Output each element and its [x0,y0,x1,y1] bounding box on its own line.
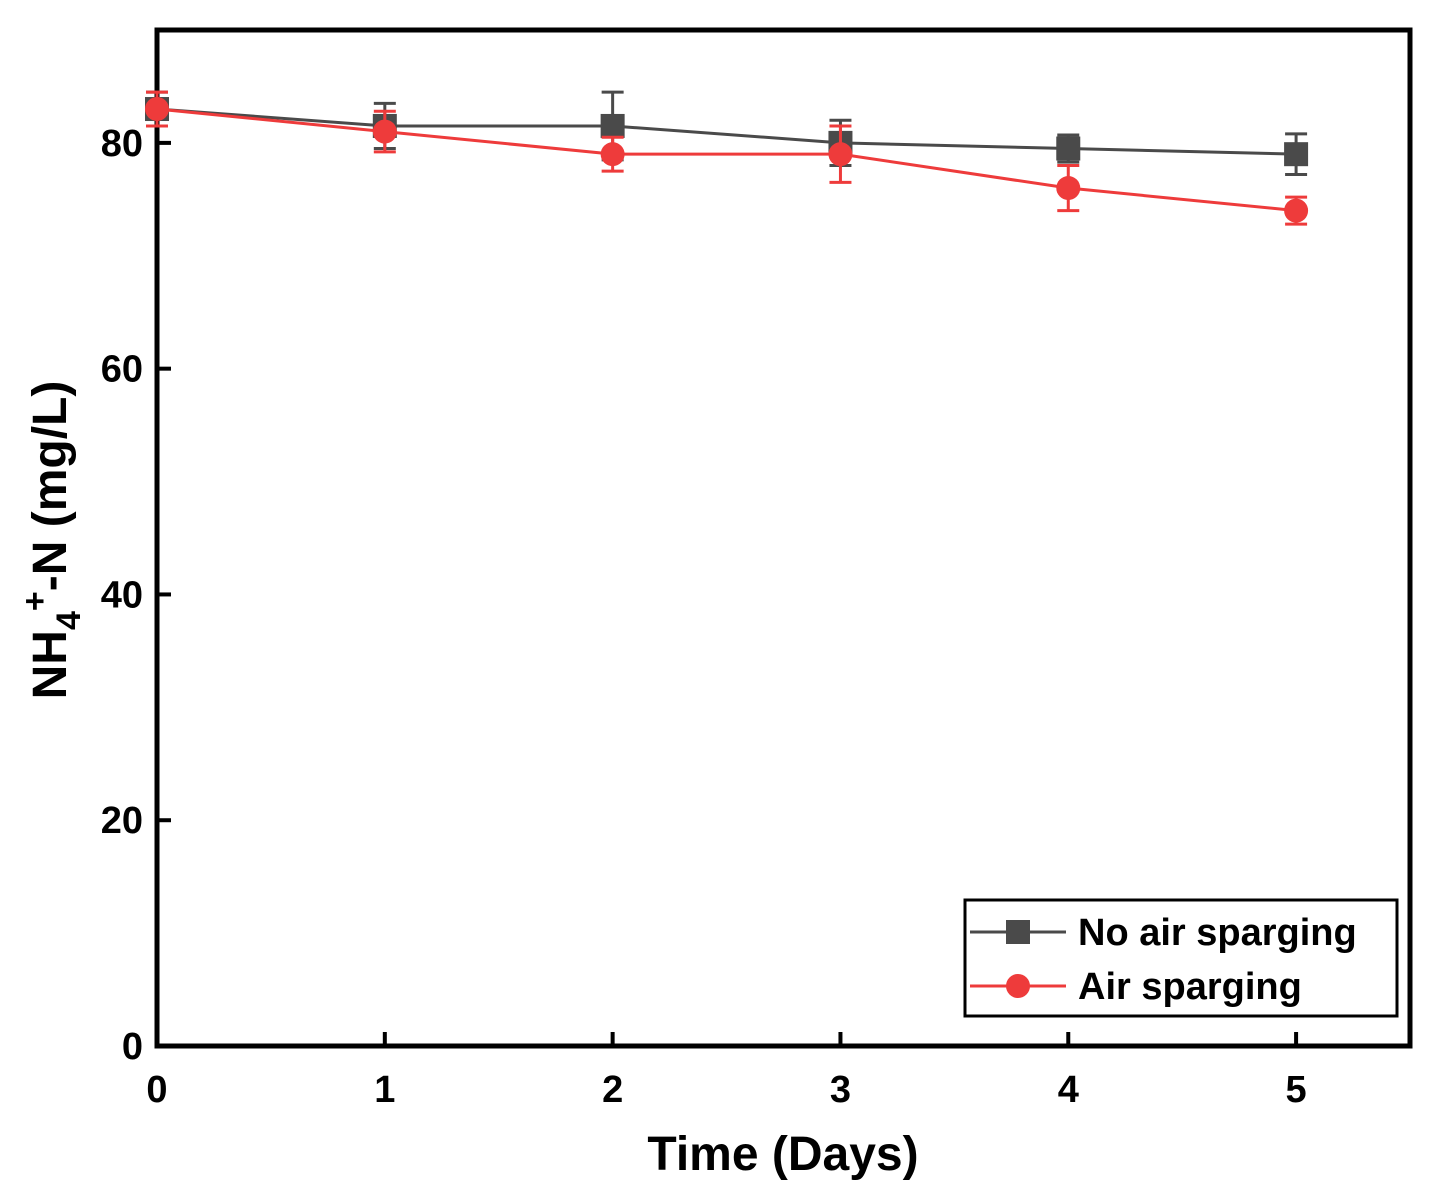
x-tick-label-5: 5 [1286,1069,1307,1111]
x-tick-label-0: 0 [146,1069,167,1111]
y-axis-title: NH4+-N (mg/L) [16,381,88,700]
legend-label-air-sparging: Air sparging [1078,966,1302,1008]
plot-area [154,27,1413,1049]
series-line-air-sparging [156,107,1297,213]
legend-box [963,898,1399,1018]
x-tick-label-2: 2 [602,1069,623,1111]
data-point-air-sparging-5 [1284,198,1309,223]
legend-marker-air-sparging [1006,974,1030,998]
data-point-air-sparging-4 [1056,176,1081,201]
legend-label-no-air-sparging: No air sparging [1078,912,1357,954]
series-line-no-air-sparging [156,107,1297,156]
y-tick-label-40: 40 [101,574,143,616]
y-axis-title-superscript: + [16,591,54,611]
y-axis-title-rest: -N (mg/L) [24,381,77,592]
x-axis-title: Time (Days) [647,1128,918,1181]
axis-ticks: 0 1 2 3 4 5 0 20 40 60 80 [101,123,1307,1111]
data-point-no-air-sparging-4 [1056,136,1081,161]
legend: No air sparging Air sparging [963,898,1399,1018]
y-tick-label-60: 60 [101,349,143,391]
data-point-air-sparging-2 [600,142,625,167]
data-point-air-sparging-3 [828,142,853,167]
y-tick-label-0: 0 [122,1026,143,1068]
data-point-no-air-sparging-2 [600,113,625,138]
series-air-sparging [145,90,1309,226]
x-tick-label-4: 4 [1058,1069,1079,1111]
legend-marker-no-air-sparging [1006,920,1030,944]
x-tick-label-3: 3 [830,1069,851,1111]
data-point-air-sparging-0 [145,97,169,122]
y-axis-title-base: NH [24,630,77,699]
data-point-no-air-sparging-5 [1284,142,1309,167]
y-axis-title-subscript: 4 [50,611,88,630]
x-tick-label-1: 1 [374,1069,395,1111]
data-point-air-sparging-1 [372,119,397,144]
y-tick-label-80: 80 [101,123,143,165]
series-layer [145,90,1309,226]
y-tick-label-20: 20 [101,800,143,842]
